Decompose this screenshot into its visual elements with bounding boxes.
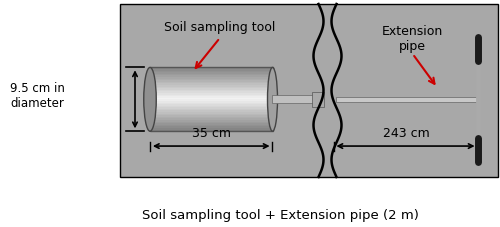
Text: 243 cm: 243 cm (384, 126, 430, 139)
Text: 35 cm: 35 cm (192, 126, 231, 139)
Bar (150, 89, 272, 90)
Bar (150, 68, 272, 132)
Bar (150, 106, 272, 108)
Bar (150, 71, 272, 73)
Bar (150, 95, 272, 97)
Bar (150, 113, 272, 114)
Bar (150, 124, 272, 125)
Bar (150, 86, 272, 87)
Bar (150, 128, 272, 130)
Bar (150, 82, 272, 84)
Bar (150, 87, 272, 89)
Bar (150, 127, 272, 128)
Bar (150, 73, 272, 74)
Ellipse shape (268, 68, 278, 132)
Bar (150, 90, 272, 92)
Bar (150, 117, 272, 119)
Bar (150, 101, 272, 103)
Bar (150, 79, 272, 81)
Bar (150, 94, 272, 95)
Bar (312, 93, 324, 107)
Bar (150, 125, 272, 127)
Bar (150, 130, 272, 132)
Bar (150, 97, 272, 98)
Text: 9.5 cm in
diameter: 9.5 cm in diameter (10, 81, 65, 109)
Bar (150, 81, 272, 82)
Text: Soil sampling tool + Extension pipe (2 m): Soil sampling tool + Extension pipe (2 m… (142, 208, 418, 221)
Bar (150, 84, 272, 86)
Bar (150, 114, 272, 116)
Bar (150, 68, 272, 70)
Bar (150, 105, 272, 106)
Bar (150, 98, 272, 100)
Text: Soil sampling tool: Soil sampling tool (164, 21, 276, 34)
Bar (120, 5, 498, 177)
Bar (150, 100, 272, 101)
Bar (150, 122, 272, 124)
Bar (150, 109, 272, 111)
Bar (336, 98, 478, 102)
Bar (272, 96, 312, 104)
Text: Extension
pipe: Extension pipe (382, 25, 443, 52)
Bar (150, 92, 272, 94)
Bar (150, 70, 272, 71)
Bar (150, 111, 272, 113)
Bar (150, 74, 272, 76)
Ellipse shape (144, 68, 156, 132)
Bar (150, 103, 272, 105)
Bar (150, 121, 272, 122)
Bar (150, 78, 272, 79)
Bar (150, 119, 272, 121)
Bar (150, 116, 272, 117)
Bar (150, 76, 272, 78)
Bar (150, 108, 272, 109)
